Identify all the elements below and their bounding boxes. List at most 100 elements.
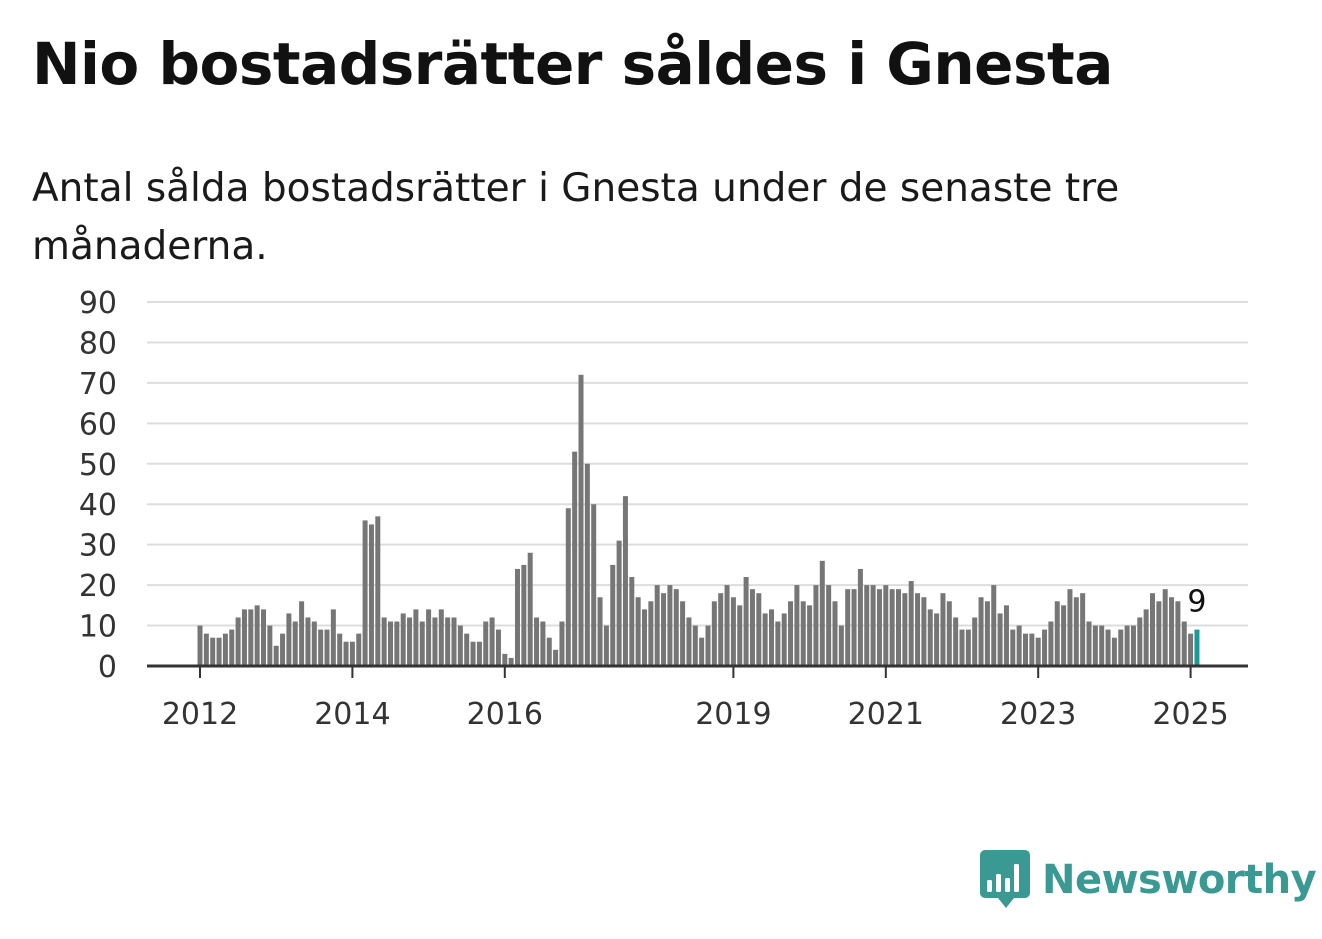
- bar: [1080, 593, 1086, 666]
- bar: [667, 585, 673, 666]
- bar: [1169, 597, 1175, 666]
- bar: [927, 609, 933, 666]
- bar: [1137, 617, 1143, 666]
- y-tick-label: 10: [79, 610, 117, 645]
- bar: [1092, 625, 1098, 666]
- bar: [1130, 625, 1136, 666]
- bar: [616, 540, 622, 666]
- bar: [1118, 629, 1124, 666]
- bar: [381, 617, 387, 666]
- bar: [419, 621, 425, 666]
- bar: [508, 657, 514, 666]
- bar: [1023, 633, 1028, 666]
- y-tick-label: 30: [79, 529, 117, 564]
- bar: [781, 613, 787, 666]
- y-tick-label: 60: [79, 407, 117, 442]
- bar: [375, 516, 381, 666]
- bar: [330, 609, 336, 666]
- bar: [572, 451, 578, 666]
- bar: [902, 593, 908, 666]
- bar: [597, 597, 603, 666]
- bar: [438, 609, 444, 666]
- bar: [280, 633, 286, 666]
- bar: [807, 605, 813, 666]
- bar: [724, 585, 730, 666]
- bar: [622, 496, 628, 666]
- bar: [978, 597, 984, 666]
- bar: [584, 463, 590, 666]
- bar: [388, 621, 393, 666]
- bar: [870, 585, 876, 666]
- y-tick-label: 90: [79, 286, 117, 321]
- bar: [864, 585, 870, 666]
- bar: [889, 589, 895, 666]
- bar: [921, 597, 927, 666]
- bar: [267, 625, 273, 666]
- bar: [432, 617, 438, 666]
- bar: [229, 629, 235, 666]
- bar: [673, 589, 679, 666]
- bar: [362, 520, 368, 666]
- bar: [965, 629, 971, 666]
- bar: [826, 585, 832, 666]
- annotations: 9: [1187, 585, 1206, 620]
- bar: [749, 589, 755, 666]
- bar: [286, 613, 292, 666]
- bar: [527, 552, 533, 666]
- x-tick-label: 2016: [467, 697, 543, 732]
- bar: [800, 601, 806, 666]
- bar: [515, 568, 520, 666]
- bar: [1111, 637, 1117, 666]
- bar: [457, 625, 463, 666]
- bar: [311, 621, 317, 666]
- bar: [953, 617, 959, 666]
- bar: [908, 581, 914, 666]
- bar: [1156, 601, 1162, 666]
- bar-series: [197, 374, 1200, 666]
- bar: [991, 585, 997, 666]
- bar: [210, 637, 216, 666]
- bar: [832, 601, 838, 666]
- bar: [838, 625, 844, 666]
- bar: [635, 597, 641, 666]
- bar: [915, 593, 921, 666]
- bar: [743, 577, 749, 666]
- bar: [343, 641, 349, 666]
- bar: [413, 609, 419, 666]
- bar: [813, 585, 819, 666]
- x-tick-label: 2021: [848, 697, 924, 732]
- bar: [648, 601, 654, 666]
- bar: [686, 617, 692, 666]
- bar: [400, 613, 406, 666]
- y-tick-label: 0: [98, 650, 117, 685]
- bar: [762, 613, 768, 666]
- bar: [235, 617, 241, 666]
- bar: [934, 613, 940, 666]
- newsworthy-logo: Newsworthy: [980, 850, 1317, 910]
- bar: [261, 609, 266, 666]
- bar: [737, 605, 743, 666]
- brand-name: Newsworthy: [1042, 857, 1317, 903]
- bar: [661, 593, 667, 666]
- bar: [788, 601, 794, 666]
- bar: [718, 593, 724, 666]
- bar: [559, 621, 565, 666]
- bar: [1143, 609, 1149, 666]
- bar: [845, 589, 851, 666]
- bar: [819, 560, 825, 666]
- bar: [1175, 601, 1181, 666]
- y-tick-label: 80: [79, 326, 117, 361]
- bar: [216, 637, 222, 666]
- bar: [1150, 593, 1155, 666]
- bar: [534, 617, 540, 666]
- bar: [591, 504, 597, 666]
- bar-chart: 0 10 20 30 40 50 60 70 80 90 2012 2014 2016 2019 2021…: [79, 286, 1248, 732]
- x-tick-label: 2012: [162, 697, 238, 732]
- bar: [1073, 597, 1079, 666]
- bar: [1003, 605, 1009, 666]
- y-tick-label: 70: [79, 367, 117, 402]
- bar: [546, 637, 552, 666]
- bar: [553, 649, 559, 666]
- bar: [1016, 625, 1022, 666]
- bar: [203, 633, 209, 666]
